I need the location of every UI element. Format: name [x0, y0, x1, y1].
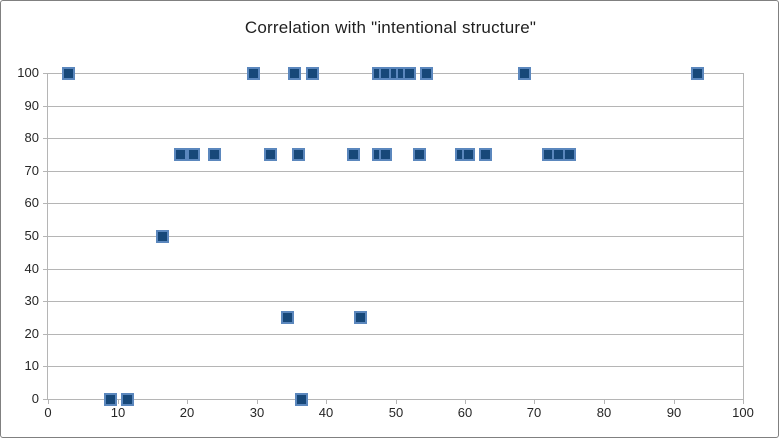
x-axis-tick [743, 399, 744, 404]
y-axis-tick-label: 10 [24, 358, 39, 373]
plot-area: 0 10 20 30 40 50 60 70 80 90 100 0 10 20 30 40 50 60 70 80 9… [17, 66, 754, 420]
scatter-point [479, 148, 493, 161]
y-axis-tick [43, 203, 48, 204]
y-axis-tick [43, 73, 48, 74]
y-axis-tick [43, 106, 48, 107]
scatter-point [413, 148, 427, 161]
x-axis-tick-label: 50 [388, 405, 404, 420]
x-axis-tick-label: 20 [179, 405, 195, 420]
scatter-point [288, 66, 302, 80]
x-axis-tick [48, 399, 49, 404]
x-axis-tick [396, 399, 397, 404]
scatter-point [121, 392, 135, 406]
scatter-point [562, 148, 576, 161]
y-axis-tick [43, 399, 48, 400]
scatter-point [62, 66, 76, 80]
gridline [48, 236, 743, 237]
x-axis-tick [604, 399, 605, 404]
x-axis-tick [326, 399, 327, 404]
x-axis-tick [534, 399, 535, 404]
y-axis-tick [43, 269, 48, 270]
scatter-point [347, 148, 361, 161]
x-axis-tick [465, 399, 466, 404]
y-axis-tick-label: 60 [24, 195, 39, 210]
x-axis-tick [187, 399, 188, 404]
y-axis-tick-label: 80 [24, 130, 39, 145]
y-axis-tick-label: 50 [24, 228, 39, 243]
scatter-point [295, 392, 309, 406]
scatter-point [173, 148, 187, 161]
x-axis-tick-label: 10 [110, 405, 126, 420]
x-axis-tick-label: 80 [596, 405, 612, 420]
x-axis-tick-label: 100 [732, 405, 754, 420]
gridline [48, 106, 743, 107]
scatter-point [263, 148, 277, 161]
y-axis-tick [43, 334, 48, 335]
scatter-point [305, 66, 319, 80]
y-axis-tick-label: 40 [24, 261, 39, 276]
scatter-point [420, 66, 434, 80]
gridline [48, 301, 743, 302]
y-axis-tick [43, 366, 48, 367]
chart-title: Correlation with "intentional structure" [244, 18, 537, 37]
scatter-point [354, 311, 368, 324]
y-axis-tick [43, 301, 48, 302]
scatter-point [246, 66, 260, 80]
gridline [48, 334, 743, 335]
scatter-point [378, 148, 392, 161]
x-axis-tick [257, 399, 258, 404]
gridline [48, 171, 743, 172]
gridline [48, 366, 743, 367]
gridline [48, 399, 743, 400]
x-axis-tick-label: 40 [318, 405, 334, 420]
scatter-point [104, 392, 118, 406]
y-axis-tick [43, 138, 48, 139]
y-axis-tick-label: 30 [24, 293, 39, 308]
x-axis-tick-label: 70 [526, 405, 542, 420]
x-axis-tick-label: 60 [457, 405, 473, 420]
gridline [48, 269, 743, 270]
gridline [48, 138, 743, 139]
gridline [48, 203, 743, 204]
y-axis-tick-label: 70 [24, 163, 39, 178]
x-axis-tick [674, 399, 675, 404]
scatter-point [517, 66, 531, 80]
x-axis-tick-label: 90 [666, 405, 682, 420]
y-axis-tick-label: 20 [24, 326, 39, 341]
scatter-point [691, 66, 705, 80]
x-axis-tick-label: 30 [249, 405, 265, 420]
scatter-point [281, 311, 295, 324]
y-axis-tick-label: 100 [17, 65, 39, 80]
x-axis-tick [118, 399, 119, 404]
scatter-point [187, 148, 201, 161]
y-axis-tick [43, 171, 48, 172]
x-axis-tick-label: 0 [44, 405, 52, 420]
scatter-point [291, 148, 305, 161]
scatter-point [208, 148, 222, 161]
y-axis-tick [43, 236, 48, 237]
scatter-point [156, 229, 170, 243]
scatter-point [461, 148, 475, 161]
y-axis-tick-label: 90 [24, 98, 39, 113]
y-axis-tick-label: 0 [31, 391, 39, 406]
scatter-point [402, 66, 416, 80]
